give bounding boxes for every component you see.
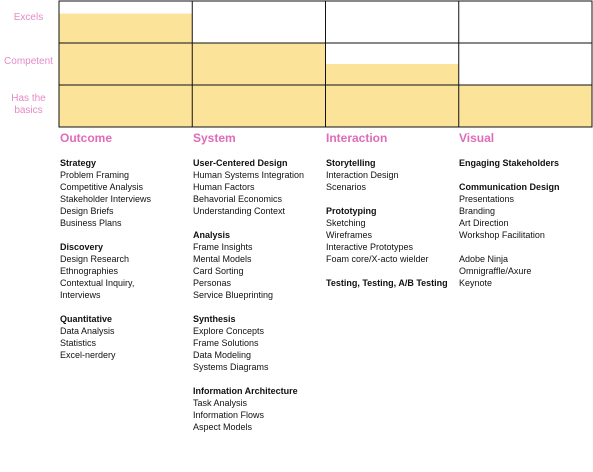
skill-group-title: Analysis	[193, 230, 231, 240]
skill-item: Frame Solutions	[193, 338, 259, 348]
bar-visual	[458, 85, 592, 127]
skill-item: Card Sorting	[193, 266, 244, 276]
skill-item: Adobe Ninja	[459, 254, 509, 264]
skill-group-title: Quantitative	[60, 314, 113, 324]
skill-group: Synthesis Explore Concepts Frame Solutions…	[193, 313, 325, 373]
skill-item: Sketching	[326, 218, 366, 228]
skill-item: Frame Insights	[193, 242, 253, 252]
skill-group: Information Architecture Task Analysis Inf…	[193, 385, 325, 433]
skill-item: Excel-nerdery	[60, 350, 116, 360]
skill-group-title: Discovery	[60, 242, 104, 252]
skill-group: Prototyping Sketching Wireframes Interactiv…	[326, 205, 458, 265]
skill-group-title: Prototyping	[326, 206, 377, 216]
skill-item: Service Blueprinting	[193, 290, 274, 300]
skill-group: Adobe Ninja Omnigraffle/Axure Keynote	[459, 253, 591, 289]
skill-item: Contextual Inquiry,	[60, 278, 135, 288]
skill-group-title: Testing, Testing, A/B Testing	[326, 278, 448, 288]
skill-item: Branding	[459, 206, 496, 216]
skill-item: Explore Concepts	[193, 326, 265, 336]
skill-item: Aspect Models	[193, 422, 253, 432]
skill-group-title: Synthesis	[193, 314, 236, 324]
skill-group-title: Storytelling	[326, 158, 376, 168]
skill-item: Problem Framing	[60, 170, 130, 180]
skill-item: Human Systems Integration	[193, 170, 305, 180]
column-title-outcome: Outcome	[60, 131, 113, 145]
skill-item: Keynote	[459, 278, 493, 288]
skill-group: Communication Design Presentations Brandin…	[459, 181, 591, 241]
y-label-competent: Competent	[4, 56, 53, 67]
skill-group: Analysis Frame Insights Mental Models Card …	[193, 229, 325, 301]
skill-item: Omnigraffle/Axure	[459, 266, 532, 276]
skill-item: Ethnographies	[60, 266, 119, 276]
skill-item: Information Flows	[193, 410, 265, 420]
skill-item: Understanding Context	[193, 206, 286, 216]
bar-outcome	[59, 13, 193, 128]
skill-item: Art Direction	[459, 218, 509, 228]
skill-item: Data Analysis	[60, 326, 115, 336]
skill-group-title: Information Architecture	[193, 386, 298, 396]
skill-item: Business Plans	[60, 218, 122, 228]
skill-item: Wireframes	[326, 230, 373, 240]
skill-item: Personas	[193, 278, 232, 288]
y-label-basics-line2: basics	[14, 105, 43, 116]
skill-item: Interaction Design	[326, 170, 399, 180]
skill-item: Mental Models	[193, 254, 252, 264]
skill-item: Statistics	[60, 338, 97, 348]
skill-group: Quantitative Data Analysis Statistics Excel…	[60, 313, 192, 361]
skill-group-title: Communication Design	[459, 182, 560, 192]
column-interaction: Storytelling Interaction Design Scenarios P…	[326, 157, 458, 301]
column-visual: Engaging Stakeholders Communication Desig…	[459, 157, 591, 301]
skill-item: Presentations	[459, 194, 515, 204]
skill-group: Strategy Problem Framing Competitive Analy…	[60, 157, 192, 229]
y-label-has-the-basics: Has the basics	[0, 93, 57, 117]
skill-item: Design Briefs	[60, 206, 114, 216]
skill-group-title: User-Centered Design	[193, 158, 288, 168]
y-label-basics-line1: Has the	[11, 93, 46, 104]
skill-item: Design Research	[60, 254, 130, 264]
skill-item: Workshop Facilitation	[459, 230, 545, 240]
skill-group: Engaging Stakeholders	[459, 157, 591, 169]
skill-chart	[58, 0, 593, 128]
skill-item: Interactive Prototypes	[326, 242, 414, 252]
skill-item: Systems Diagrams	[193, 362, 269, 372]
skill-item: Interviews	[60, 290, 101, 300]
skill-group-title: Strategy	[60, 158, 97, 168]
skill-group: Testing, Testing, A/B Testing	[326, 277, 458, 289]
bar-interaction	[325, 64, 459, 127]
skill-group: Discovery Design Research Ethnographies Con…	[60, 241, 192, 301]
skill-item: Stakeholder Interviews	[60, 194, 152, 204]
skill-item: Task Analysis	[193, 398, 248, 408]
column-title-system: System	[193, 131, 236, 145]
chart-frame	[58, 0, 593, 128]
y-label-excels: Excels	[13, 12, 44, 23]
skill-item: Foam core/X-acto wielder	[326, 254, 429, 264]
skill-item: Competitive Analysis	[60, 182, 144, 192]
skill-item: Behavorial Economics	[193, 194, 283, 204]
skill-item: Scenarios	[326, 182, 367, 192]
column-system: User-Centered Design Human Systems Integr…	[193, 157, 325, 445]
column-title-visual: Visual	[459, 131, 495, 145]
column-outcome: Strategy Problem Framing Competitive Analy…	[60, 157, 192, 373]
skill-item: Data Modeling	[193, 350, 252, 360]
skill-group-title: Engaging Stakeholders	[459, 158, 560, 168]
skill-group: Storytelling Interaction Design Scenarios	[326, 157, 458, 193]
column-title-interaction: Interaction	[326, 131, 388, 145]
skill-group: User-Centered Design Human Systems Integr…	[193, 157, 325, 217]
skill-item: Human Factors	[193, 182, 255, 192]
